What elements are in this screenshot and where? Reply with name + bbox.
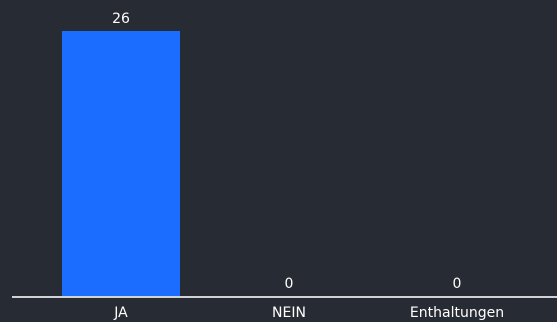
bars-layer: [62, 31, 180, 296]
tick-label-enthaltungen: Enthaltungen: [410, 305, 504, 321]
tick-label-nein: NEIN: [272, 305, 306, 321]
value-label-nein: 0: [285, 276, 294, 292]
value-label-enthaltungen: 0: [453, 276, 462, 292]
bar-ja: [62, 31, 180, 296]
tick-labels-layer: JA NEIN Enthaltungen: [113, 305, 504, 321]
value-label-ja: 26: [112, 11, 130, 27]
value-labels-layer: 26 0 0: [112, 11, 461, 292]
tick-label-ja: JA: [113, 305, 128, 321]
